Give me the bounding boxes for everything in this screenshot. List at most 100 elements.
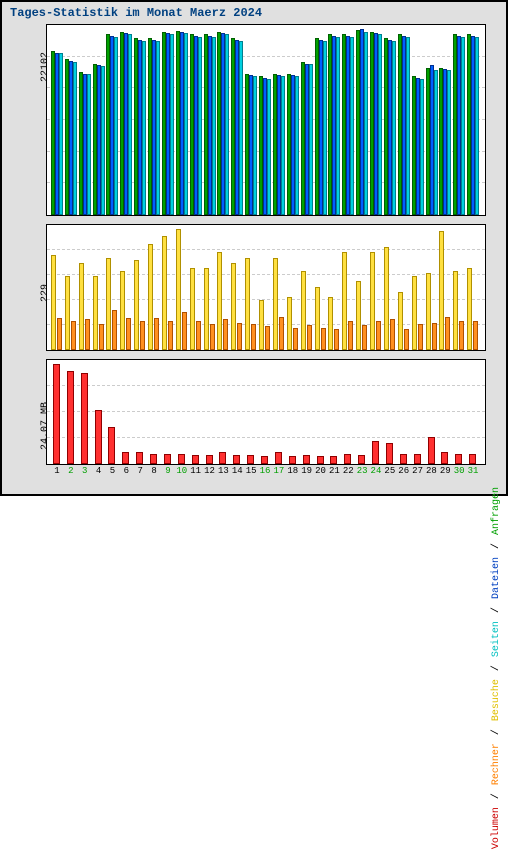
day-col bbox=[412, 360, 426, 464]
day-col bbox=[315, 360, 329, 464]
day-col bbox=[467, 360, 481, 464]
besuche-bar bbox=[148, 244, 153, 350]
besuche-bar bbox=[217, 252, 222, 350]
day-col bbox=[65, 25, 79, 215]
day-col bbox=[384, 25, 398, 215]
seiten-bar bbox=[406, 37, 410, 215]
besuche-bar bbox=[190, 268, 195, 350]
x-tick: 27 bbox=[412, 466, 423, 476]
seiten-bar bbox=[420, 79, 424, 215]
seiten-bar bbox=[114, 37, 118, 215]
rechner-bar bbox=[85, 319, 90, 350]
seiten-bar bbox=[309, 64, 313, 215]
volumen-bar bbox=[428, 437, 435, 464]
seiten-bar bbox=[142, 41, 146, 215]
seiten-bar bbox=[295, 76, 299, 215]
x-tick: 23 bbox=[357, 466, 368, 476]
x-tick: 10 bbox=[176, 466, 187, 476]
day-col bbox=[245, 225, 259, 350]
besuche-bar bbox=[370, 252, 375, 350]
rechner-bar bbox=[265, 326, 270, 350]
volumen-bar bbox=[469, 454, 476, 464]
rechner-bar bbox=[112, 310, 117, 350]
day-col bbox=[356, 225, 370, 350]
day-col bbox=[315, 25, 329, 215]
rechner-bar bbox=[432, 323, 437, 350]
day-col bbox=[398, 225, 412, 350]
day-col bbox=[217, 360, 231, 464]
day-col bbox=[439, 360, 453, 464]
seiten-bar bbox=[239, 41, 243, 215]
day-col bbox=[106, 225, 120, 350]
x-tick: 24 bbox=[371, 466, 382, 476]
day-col bbox=[328, 225, 342, 350]
day-col bbox=[412, 225, 426, 350]
legend-item: Besuche bbox=[491, 678, 502, 722]
volumen-bar bbox=[317, 456, 324, 464]
seiten-bar bbox=[336, 37, 340, 215]
x-tick: 2 bbox=[68, 466, 73, 476]
day-col bbox=[106, 360, 120, 464]
day-col bbox=[370, 225, 384, 350]
legend-sep: / bbox=[491, 786, 502, 806]
day-col bbox=[356, 25, 370, 215]
chart-title: Tages-Statistik im Monat Maerz 2024 bbox=[10, 6, 262, 20]
panel-bot bbox=[46, 359, 486, 465]
day-col bbox=[398, 360, 412, 464]
bars-bot bbox=[47, 360, 485, 464]
besuche-bar bbox=[259, 300, 264, 350]
day-col bbox=[245, 25, 259, 215]
day-col bbox=[426, 25, 440, 215]
volumen-bar bbox=[414, 454, 421, 464]
seiten-bar bbox=[198, 37, 202, 215]
rechner-bar bbox=[307, 325, 312, 350]
rechner-bar bbox=[390, 319, 395, 350]
seiten-bar bbox=[267, 79, 271, 215]
besuche-bar bbox=[426, 273, 431, 350]
rechner-bar bbox=[418, 324, 423, 350]
day-col bbox=[245, 360, 259, 464]
day-col bbox=[93, 360, 107, 464]
day-col bbox=[273, 25, 287, 215]
rechner-bar bbox=[99, 324, 104, 350]
day-col bbox=[370, 25, 384, 215]
besuche-bar bbox=[93, 276, 98, 350]
rechner-bar bbox=[445, 317, 450, 350]
day-col bbox=[51, 25, 65, 215]
legend-item: Volumen bbox=[491, 806, 502, 850]
volumen-bar bbox=[108, 427, 115, 464]
x-tick: 16 bbox=[260, 466, 271, 476]
day-col bbox=[301, 360, 315, 464]
x-tick: 9 bbox=[165, 466, 170, 476]
rechner-bar bbox=[196, 321, 201, 350]
ylabel-top: 22102 bbox=[40, 52, 51, 82]
besuche-bar bbox=[439, 231, 444, 350]
day-col bbox=[453, 25, 467, 215]
x-tick: 19 bbox=[301, 466, 312, 476]
x-tick: 1 bbox=[54, 466, 59, 476]
seiten-bar bbox=[212, 37, 216, 215]
day-col bbox=[439, 25, 453, 215]
day-col bbox=[217, 225, 231, 350]
bars-mid bbox=[47, 225, 485, 350]
day-col bbox=[148, 25, 162, 215]
day-col bbox=[342, 25, 356, 215]
besuche-bar bbox=[287, 297, 292, 350]
day-col bbox=[204, 25, 218, 215]
seiten-bar bbox=[323, 41, 327, 215]
volumen-bar bbox=[372, 441, 379, 464]
day-col bbox=[301, 225, 315, 350]
x-tick: 21 bbox=[329, 466, 340, 476]
besuche-bar bbox=[273, 258, 278, 350]
rechner-bar bbox=[126, 318, 131, 350]
x-tick: 3 bbox=[82, 466, 87, 476]
day-col bbox=[273, 225, 287, 350]
volumen-bar bbox=[289, 456, 296, 464]
day-col bbox=[65, 360, 79, 464]
rechner-bar bbox=[362, 325, 367, 350]
rechner-bar bbox=[459, 321, 464, 350]
legend-sep: / bbox=[491, 536, 502, 556]
legend-item: Dateien bbox=[491, 556, 502, 600]
day-col bbox=[120, 25, 134, 215]
day-col bbox=[328, 25, 342, 215]
